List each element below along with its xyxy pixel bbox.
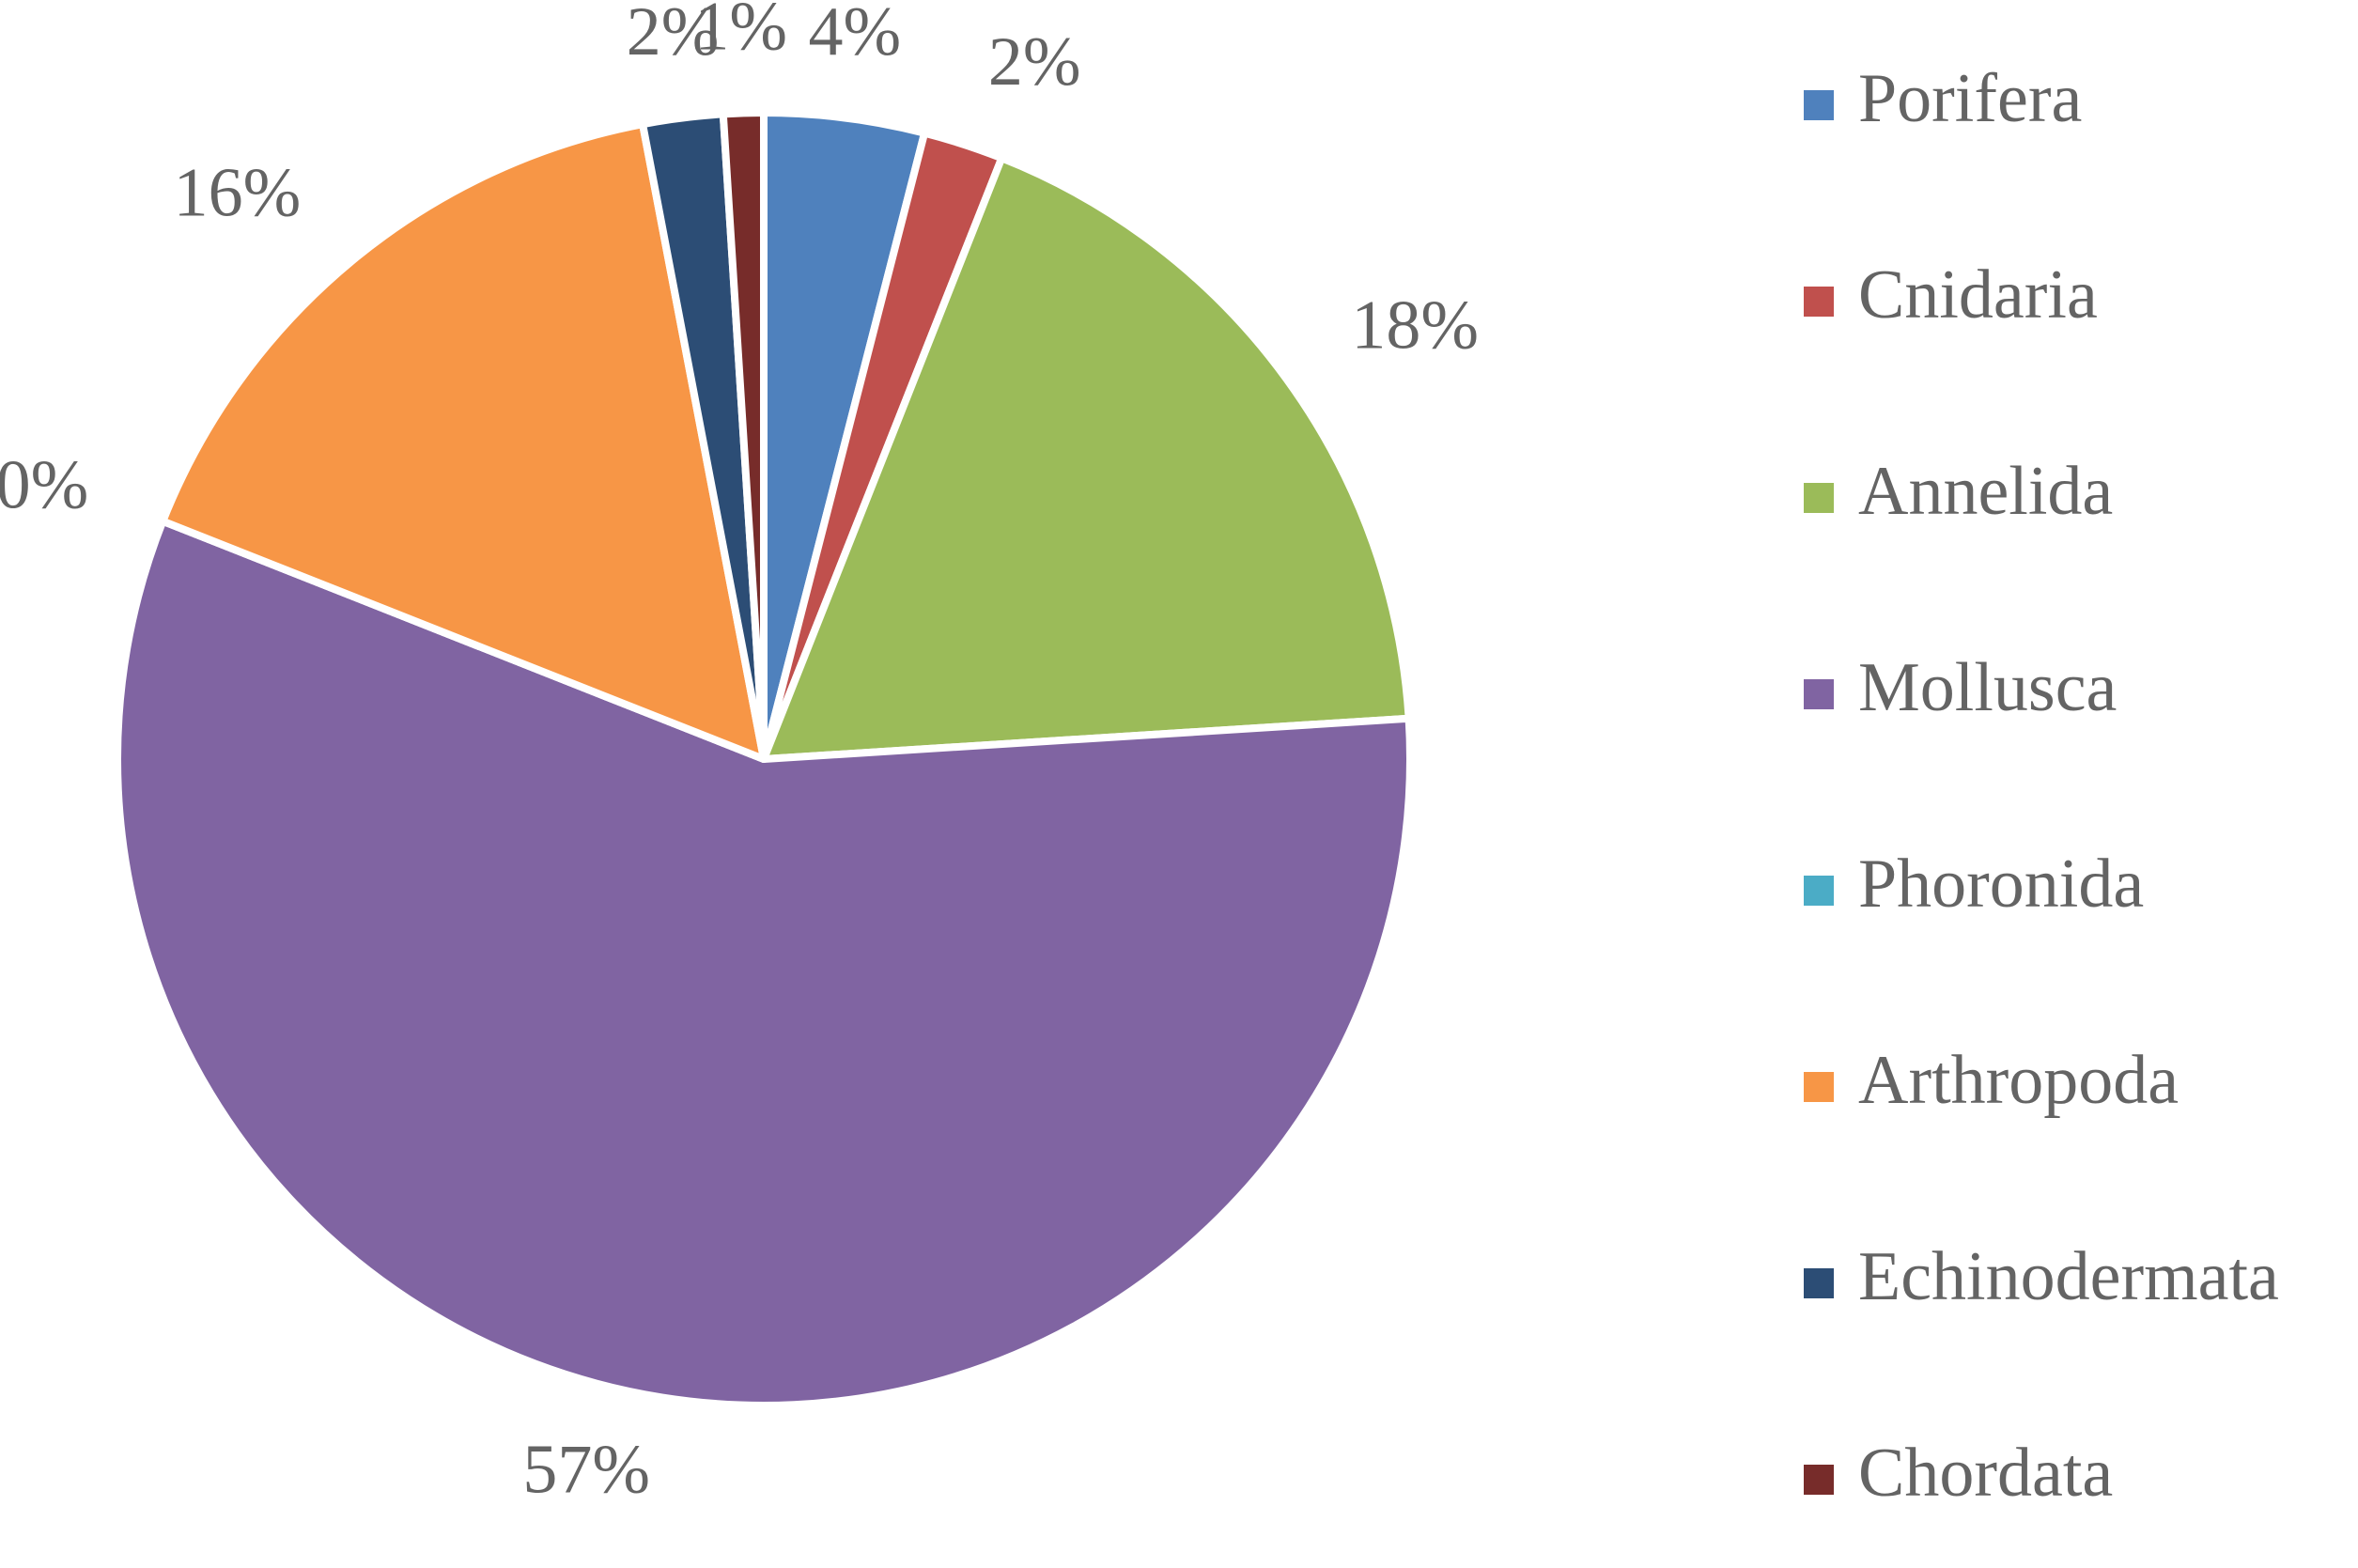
data-label: 0% (0, 446, 88, 523)
legend-swatch (1804, 483, 1834, 513)
pie-slice (114, 517, 1414, 1409)
legend-swatch (1804, 287, 1834, 317)
legend-swatch (1804, 90, 1834, 120)
legend-label: Echinodermata (1858, 1238, 2279, 1315)
data-label: 18% (1351, 287, 1479, 365)
legend-label: Arthropoda (1858, 1042, 2179, 1119)
legend-label: Annelida (1858, 453, 2113, 530)
legend-swatch (1804, 1072, 1834, 1102)
data-label: 16% (174, 154, 302, 231)
legend-swatch (1804, 876, 1834, 906)
pie-slice (719, 109, 768, 763)
legend-label: Porifera (1858, 60, 2082, 137)
data-label: 1% (694, 0, 787, 65)
data-label: 57% (522, 1431, 650, 1508)
legend-swatch (1804, 679, 1834, 709)
pie-slice (159, 120, 768, 763)
legend-swatch (1804, 1268, 1834, 1298)
pie-slice (760, 154, 1413, 763)
legend-label: Chordata (1858, 1435, 2113, 1512)
data-label: 2% (988, 23, 1081, 101)
data-label: 2% (627, 0, 720, 70)
legend-label: Phoronida (1858, 846, 2144, 923)
legend-label: Cnidaria (1858, 256, 2098, 334)
legend-label: Mollusca (1858, 649, 2117, 726)
legend-swatch (1804, 1465, 1834, 1495)
data-label: 4% (809, 0, 902, 70)
